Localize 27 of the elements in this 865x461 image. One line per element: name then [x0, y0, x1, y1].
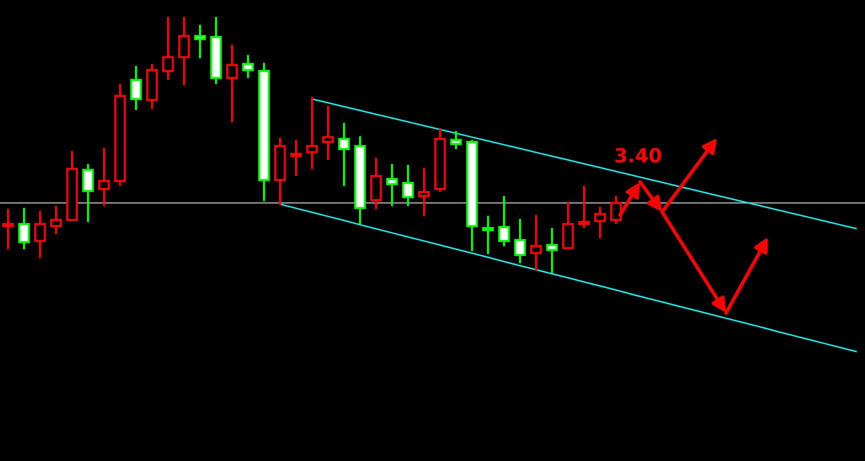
candlestick — [546, 228, 558, 274]
candlestick — [290, 140, 302, 176]
candlestick — [50, 206, 62, 234]
candlestick — [482, 216, 494, 254]
candlestick — [178, 16, 190, 86]
candlestick — [18, 208, 30, 250]
candlestick — [386, 164, 398, 206]
annotation: 3.40 — [615, 148, 662, 163]
candlestick — [226, 44, 238, 122]
candlestick — [322, 106, 334, 160]
candlestick — [514, 218, 526, 264]
candlestick — [578, 186, 590, 228]
candlestick — [82, 164, 94, 222]
candlestick — [418, 168, 430, 216]
candlestick — [530, 215, 542, 272]
candlestick — [450, 131, 462, 150]
candlestick — [194, 24, 206, 58]
candlestick — [498, 196, 510, 246]
candlestick — [34, 211, 46, 258]
candlestick — [130, 66, 142, 110]
candlestick — [402, 165, 414, 206]
candlestick — [242, 55, 254, 78]
candlestick — [594, 206, 606, 238]
candlestick — [306, 96, 318, 170]
candlestick — [98, 148, 110, 206]
candlestick — [162, 16, 174, 80]
candlestick — [338, 122, 350, 186]
